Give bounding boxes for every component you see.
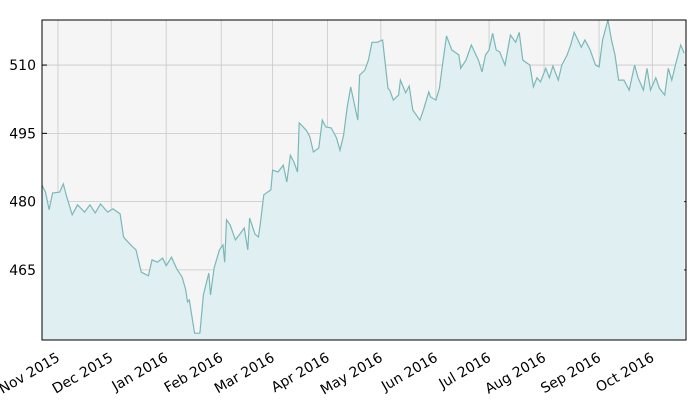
x-tick-label: Jan 2016 xyxy=(109,350,171,395)
y-tick-label: 465 xyxy=(9,263,36,279)
plot-frame xyxy=(41,19,687,341)
line xyxy=(41,19,685,334)
y-tick-label: 480 xyxy=(9,195,36,211)
area-fill xyxy=(42,20,685,340)
x-tick-label: Aug 2016 xyxy=(482,350,548,398)
y-tick-label: 510 xyxy=(9,58,36,74)
x-tick-label: Sep 2016 xyxy=(538,350,604,397)
x-tick-label: Jun 2016 xyxy=(378,350,441,395)
x-tick-label: Dec 2015 xyxy=(50,350,116,397)
x-tick-label: Oct 2016 xyxy=(593,350,657,396)
y-tick-label: 495 xyxy=(9,126,36,142)
